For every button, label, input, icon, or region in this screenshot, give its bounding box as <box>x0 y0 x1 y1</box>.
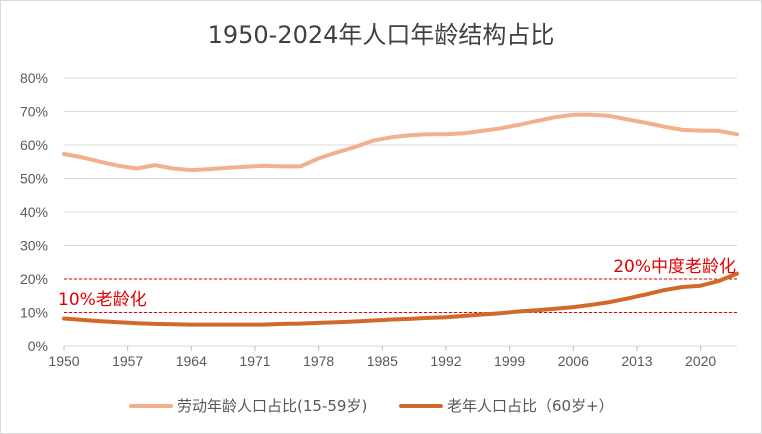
y-tick-label: 80% <box>20 70 48 86</box>
chart-title: 1950-2024年人口年龄结构占比 <box>208 21 555 49</box>
y-tick-label: 0% <box>28 338 48 354</box>
x-tick-label: 1950 <box>48 353 79 369</box>
series-line-1 <box>62 112 739 173</box>
series-layer <box>62 112 739 327</box>
x-tick-label: 1957 <box>112 353 143 369</box>
annotations: 20%中度老龄化 10%老龄化 <box>58 257 736 310</box>
grid <box>64 77 737 347</box>
x-tick-label: 2013 <box>621 353 652 369</box>
y-axis-ticks: 0% 10% 20% 30% 40% 50% 60% 70% 80% <box>20 70 48 354</box>
x-axis-ticks: 1950 1957 1964 1971 1978 1985 1992 1999 2006 2013… <box>48 346 716 369</box>
x-tick-label: 1964 <box>176 353 207 369</box>
x-tick-label: 1992 <box>430 353 461 369</box>
x-tick-label: 1999 <box>494 353 525 369</box>
legend-label: 劳动年龄人口占比(15-59岁) <box>177 397 367 415</box>
y-tick-label: 20% <box>20 271 48 287</box>
y-tick-label: 50% <box>20 171 48 187</box>
x-tick-label: 1971 <box>239 353 270 369</box>
legend: 劳动年龄人口占比(15-59岁) 老年人口占比（60岁+） <box>129 397 614 415</box>
series-line-2 <box>62 271 739 327</box>
annotation-10pct: 10%老龄化 <box>58 290 147 310</box>
y-tick-label: 40% <box>20 204 48 220</box>
x-tick-label: 1985 <box>367 353 398 369</box>
reference-lines <box>64 278 737 313</box>
y-tick-label: 10% <box>20 305 48 321</box>
x-tick-label: 1978 <box>303 353 334 369</box>
legend-label: 老年人口占比（60岁+） <box>447 397 614 415</box>
y-tick-label: 60% <box>20 137 48 153</box>
x-tick-label: 2020 <box>685 353 716 369</box>
annotation-20pct: 20%中度老龄化 <box>613 257 736 277</box>
y-tick-label: 30% <box>20 238 48 254</box>
y-tick-label: 70% <box>20 104 48 120</box>
x-tick-label: 2006 <box>558 353 589 369</box>
